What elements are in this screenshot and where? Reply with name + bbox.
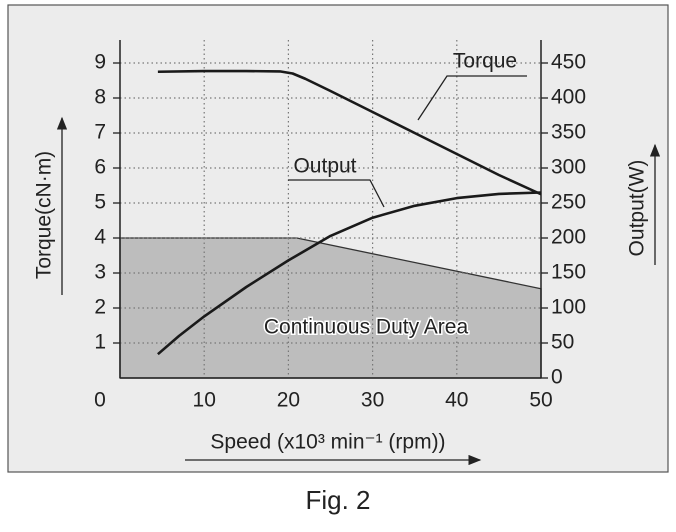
y2-tick-label: 250	[551, 191, 586, 214]
y2-axis-label: Output(W)	[626, 160, 649, 257]
y2-tick-label: 400	[551, 86, 586, 109]
y-tick-label: 8	[94, 86, 106, 109]
x-tick-label: 0	[94, 389, 106, 412]
y-tick-label: 7	[94, 121, 106, 144]
torque-annotation: Torque	[453, 50, 517, 73]
torque-leader	[417, 75, 527, 121]
y-tick-label: 9	[94, 51, 106, 74]
x-tick-label: 10	[193, 389, 216, 412]
x-tick-label: 20	[277, 389, 300, 412]
y2-tick-label: 350	[551, 121, 586, 144]
output-leader	[288, 179, 385, 208]
y-tick-label: 1	[94, 331, 106, 354]
y2-tick-label: 50	[551, 331, 574, 354]
x-axis-label: Speed (x10³ min⁻¹ (rpm))	[210, 431, 445, 454]
y2-tick-label: 450	[551, 51, 586, 74]
y-tick-label: 3	[94, 261, 106, 284]
y-tick-label: 2	[94, 296, 106, 319]
x-tick-label: 40	[445, 389, 468, 412]
line-2	[157, 191, 542, 356]
output-annotation: Output	[293, 155, 356, 178]
y2-tick-label: 0	[551, 366, 563, 389]
y-tick-label: 5	[94, 191, 106, 214]
y-axis-label: Torque(cN·m)	[33, 151, 56, 279]
caption: Fig. 2	[305, 485, 370, 515]
line-1	[157, 69, 542, 196]
x-tick-label: 50	[529, 389, 552, 412]
area-annotation: Continuous Duty Area	[264, 316, 469, 339]
x-tick-label: 30	[361, 389, 384, 412]
y2-tick-label: 200	[551, 226, 586, 249]
y2-tick-label: 300	[551, 156, 586, 179]
y2-tick-label: 100	[551, 296, 586, 319]
y-tick-label: 6	[94, 156, 106, 179]
y2-tick-label: 150	[551, 261, 586, 284]
y-tick-label: 4	[94, 226, 106, 249]
